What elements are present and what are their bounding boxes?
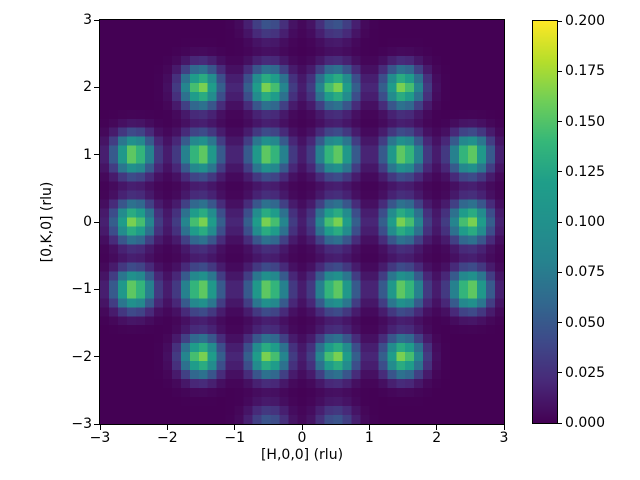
- y-tick-mark: [94, 423, 99, 425]
- colorbar-tick-mark: [558, 171, 562, 173]
- colorbar-gradient: [533, 21, 557, 423]
- x-tick-mark: [301, 425, 303, 430]
- colorbar-tick-mark: [558, 121, 562, 122]
- colorbar-tick-label: 0.200: [565, 13, 606, 29]
- x-tick-label: 1: [364, 430, 374, 446]
- colorbar-tick-label: 0.175: [565, 63, 606, 80]
- colorbar-tick-mark: [558, 20, 562, 22]
- y-tick-label: −1: [71, 281, 92, 298]
- colorbar-tick-label: 0.050: [565, 314, 606, 331]
- x-axis-label: [H,0,0] (rlu): [260, 447, 344, 463]
- x-tick-mark: [436, 425, 438, 430]
- y-tick-mark: [94, 356, 99, 358]
- x-tick-mark: [368, 425, 370, 430]
- x-tick-label: 2: [432, 430, 442, 446]
- x-tick-label: −2: [157, 430, 178, 446]
- x-tick-label: 3: [499, 430, 509, 446]
- x-tick-label: −1: [224, 430, 245, 446]
- y-tick-mark: [94, 154, 99, 156]
- colorbar-tick-label: 0.075: [565, 264, 606, 281]
- colorbar-tick-mark: [558, 70, 562, 72]
- y-tick-label: −3: [71, 416, 92, 432]
- x-tick-mark: [166, 425, 168, 430]
- x-tick-mark: [234, 425, 236, 430]
- y-tick-label: 0: [83, 214, 92, 230]
- colorbar-tick-mark: [558, 372, 562, 374]
- y-tick-label: 2: [83, 79, 92, 96]
- y-tick-label: 3: [83, 12, 92, 28]
- colorbar-tick-label: 0.000: [565, 415, 606, 431]
- y-axis-label: [0,K,0] (rlu): [39, 181, 55, 263]
- y-tick-mark: [94, 19, 99, 21]
- colorbar-tick-label: 0.100: [565, 214, 606, 230]
- colorbar-tick-label: 0.125: [565, 163, 606, 180]
- heatmap-canvas: [100, 20, 504, 424]
- y-tick-label: 1: [83, 146, 92, 163]
- colorbar-tick-label: 0.150: [565, 113, 606, 130]
- x-tick-mark: [99, 425, 101, 430]
- colorbar-tick-mark: [558, 422, 562, 424]
- x-tick-mark: [503, 425, 505, 430]
- y-tick-mark: [94, 86, 99, 88]
- colorbar-tick-mark: [558, 322, 562, 323]
- x-tick-label: 0: [297, 430, 307, 446]
- colorbar-tick-mark: [558, 271, 562, 273]
- x-tick-label: −3: [89, 430, 111, 446]
- colorbar-tick-mark: [558, 221, 562, 223]
- colorbar-tick-label: 0.025: [565, 364, 606, 381]
- y-tick-mark: [94, 288, 99, 290]
- y-tick-mark: [94, 221, 99, 223]
- y-tick-label: −2: [71, 348, 92, 365]
